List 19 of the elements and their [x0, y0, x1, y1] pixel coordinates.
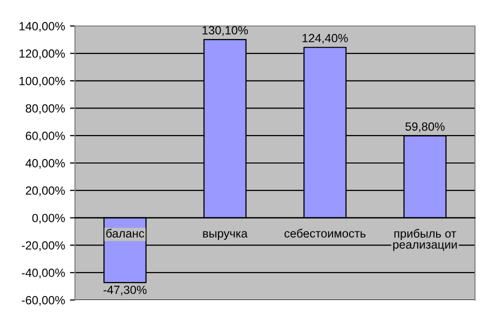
y-tick-label: 0,00%: [32, 214, 65, 224]
y-tick-label: 60,00%: [26, 132, 65, 142]
data-label: -47,30%: [104, 286, 147, 296]
data-label: 130,10%: [202, 26, 248, 36]
y-tick-label: 140,00%: [20, 22, 65, 32]
y-tick-label: 80,00%: [26, 104, 65, 114]
x-tick-label: выручка: [203, 231, 248, 240]
x-tick-label: себестоимость: [284, 228, 366, 238]
y-tick-label: -20,00%: [22, 241, 65, 251]
y-tick-label: 120,00%: [20, 49, 65, 60]
y-tick-label: 20,00%: [26, 186, 65, 196]
y-tick-label: -40,00%: [22, 268, 65, 278]
y-tick-label: -60,00%: [22, 296, 65, 306]
x-tick-label: баланс: [106, 228, 144, 238]
y-tick-label: 100,00%: [20, 76, 65, 87]
data-label: 59,80%: [405, 122, 445, 132]
data-label: 124,40%: [302, 34, 348, 44]
x-tick-label: прибыль от реализации: [393, 228, 457, 252]
y-tick-label: 40,00%: [26, 159, 65, 169]
